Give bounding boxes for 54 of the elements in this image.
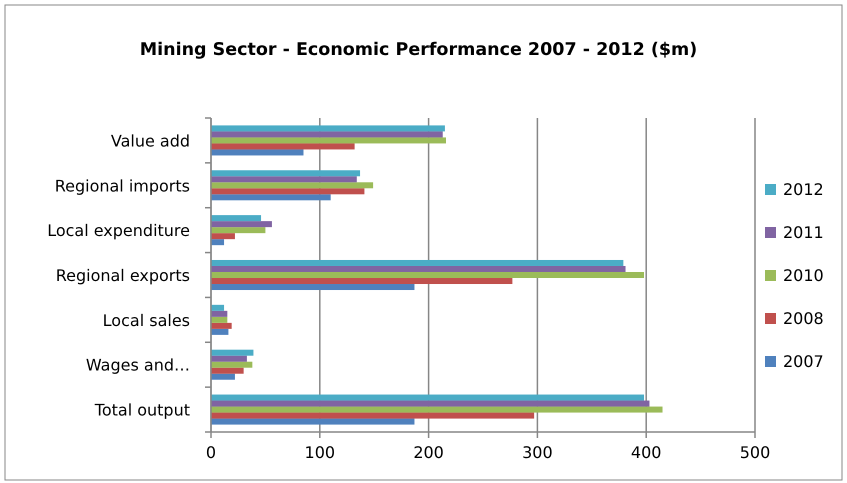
x-tick-label: 100 bbox=[304, 443, 336, 462]
bar bbox=[211, 350, 254, 356]
bar bbox=[211, 239, 224, 246]
bar bbox=[211, 260, 624, 266]
bar bbox=[211, 412, 534, 419]
y-tick-label: Wages and… bbox=[86, 356, 190, 375]
bar bbox=[211, 215, 262, 222]
x-tick-label: 500 bbox=[740, 443, 770, 462]
bar bbox=[211, 400, 650, 407]
legend-label: 2011 bbox=[783, 223, 824, 242]
bar bbox=[211, 170, 360, 176]
y-tick-label: Value add bbox=[110, 131, 190, 150]
bar bbox=[211, 176, 357, 182]
bar bbox=[211, 322, 232, 329]
bar bbox=[211, 316, 228, 323]
y-tick-label: Regional imports bbox=[54, 176, 190, 196]
x-tick-label: 0 bbox=[206, 443, 216, 462]
bar bbox=[211, 406, 663, 413]
legend-label: 2012 bbox=[783, 180, 824, 199]
y-tick-label: Regional exports bbox=[56, 266, 190, 285]
x-tick-label: 400 bbox=[630, 443, 662, 462]
bar bbox=[211, 266, 626, 272]
bar bbox=[211, 394, 644, 401]
bar bbox=[211, 227, 266, 234]
bar bbox=[211, 188, 364, 194]
x-tick-label: 300 bbox=[522, 443, 553, 462]
bar bbox=[211, 284, 414, 290]
bar bbox=[211, 149, 304, 156]
legend-label: 2010 bbox=[783, 266, 824, 285]
bar bbox=[211, 182, 374, 188]
bar bbox=[211, 233, 235, 240]
bar bbox=[211, 374, 235, 380]
bar bbox=[211, 356, 247, 362]
bar bbox=[211, 125, 445, 132]
bar bbox=[211, 194, 331, 200]
bar bbox=[211, 278, 512, 284]
chart-title: Mining Sector - Economic Performance 2007 - 2012 ($m) bbox=[140, 40, 698, 60]
bar bbox=[211, 418, 414, 425]
legend-label: 2007 bbox=[783, 352, 824, 371]
bar bbox=[211, 328, 228, 335]
bar bbox=[211, 143, 355, 150]
legend-label: 2008 bbox=[783, 309, 824, 328]
y-tick-label: Local expenditure bbox=[47, 221, 190, 240]
y-tick-label: Total output bbox=[94, 400, 190, 420]
bar bbox=[211, 368, 244, 374]
y-tick-label: Local sales bbox=[102, 310, 190, 330]
x-tick-label: 200 bbox=[413, 443, 444, 462]
bar bbox=[211, 310, 228, 317]
bar bbox=[211, 362, 252, 368]
bar bbox=[211, 221, 272, 228]
bar bbox=[211, 272, 644, 278]
bar bbox=[211, 131, 443, 138]
bar bbox=[211, 304, 224, 311]
bar bbox=[211, 137, 446, 144]
